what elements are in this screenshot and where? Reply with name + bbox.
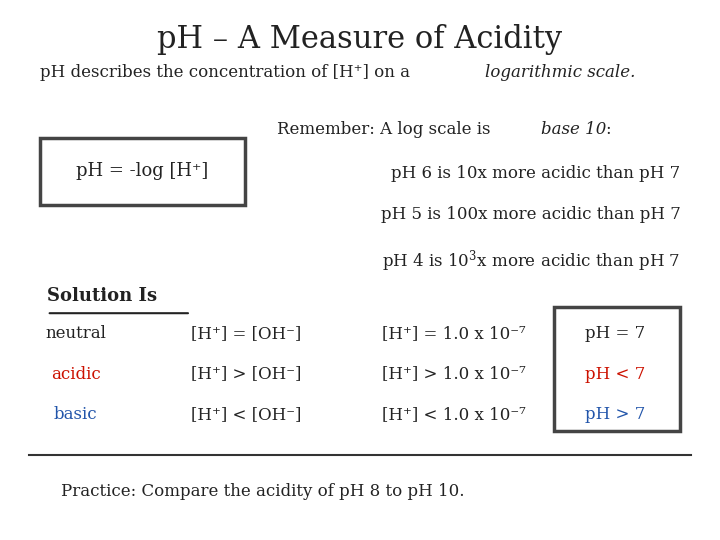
Text: [H⁺] > 1.0 x 10⁻⁷: [H⁺] > 1.0 x 10⁻⁷ bbox=[382, 366, 526, 382]
Text: pH = 7: pH = 7 bbox=[585, 325, 646, 342]
Text: pH 6 is 10x more acidic than pH 7: pH 6 is 10x more acidic than pH 7 bbox=[391, 165, 680, 181]
Text: pH 4 is $\mathregular{10^3}$x more acidic than pH 7: pH 4 is $\mathregular{10^3}$x more acidi… bbox=[382, 248, 680, 274]
Text: Solution Is: Solution Is bbox=[47, 287, 157, 305]
FancyBboxPatch shape bbox=[554, 307, 680, 431]
Text: :: : bbox=[606, 122, 611, 138]
Text: pH 5 is 100x more acidic than pH 7: pH 5 is 100x more acidic than pH 7 bbox=[381, 206, 680, 223]
Text: pH = -log [H⁺]: pH = -log [H⁺] bbox=[76, 163, 208, 180]
Text: basic: basic bbox=[54, 406, 97, 423]
Text: acidic: acidic bbox=[50, 366, 101, 382]
Text: [H⁺] > [OH⁻]: [H⁺] > [OH⁻] bbox=[191, 366, 301, 382]
Text: base 10: base 10 bbox=[541, 122, 607, 138]
Text: pH describes the concentration of [H⁺] on a: pH describes the concentration of [H⁺] o… bbox=[40, 64, 415, 80]
Text: pH > 7: pH > 7 bbox=[585, 406, 646, 423]
Text: [H⁺] < 1.0 x 10⁻⁷: [H⁺] < 1.0 x 10⁻⁷ bbox=[382, 406, 526, 423]
Text: pH < 7: pH < 7 bbox=[585, 366, 646, 382]
Text: [H⁺] < [OH⁻]: [H⁺] < [OH⁻] bbox=[191, 406, 301, 423]
Text: Remember: A log scale is: Remember: A log scale is bbox=[277, 122, 496, 138]
Text: [H⁺] = [OH⁻]: [H⁺] = [OH⁻] bbox=[191, 325, 301, 342]
FancyBboxPatch shape bbox=[40, 138, 245, 205]
Text: Practice: Compare the acidity of pH 8 to pH 10.: Practice: Compare the acidity of pH 8 to… bbox=[61, 483, 464, 500]
Text: logarithmic scale.: logarithmic scale. bbox=[485, 64, 635, 80]
Text: pH – A Measure of Acidity: pH – A Measure of Acidity bbox=[158, 24, 562, 55]
Text: neutral: neutral bbox=[45, 325, 106, 342]
Text: [H⁺] = 1.0 x 10⁻⁷: [H⁺] = 1.0 x 10⁻⁷ bbox=[382, 325, 525, 342]
